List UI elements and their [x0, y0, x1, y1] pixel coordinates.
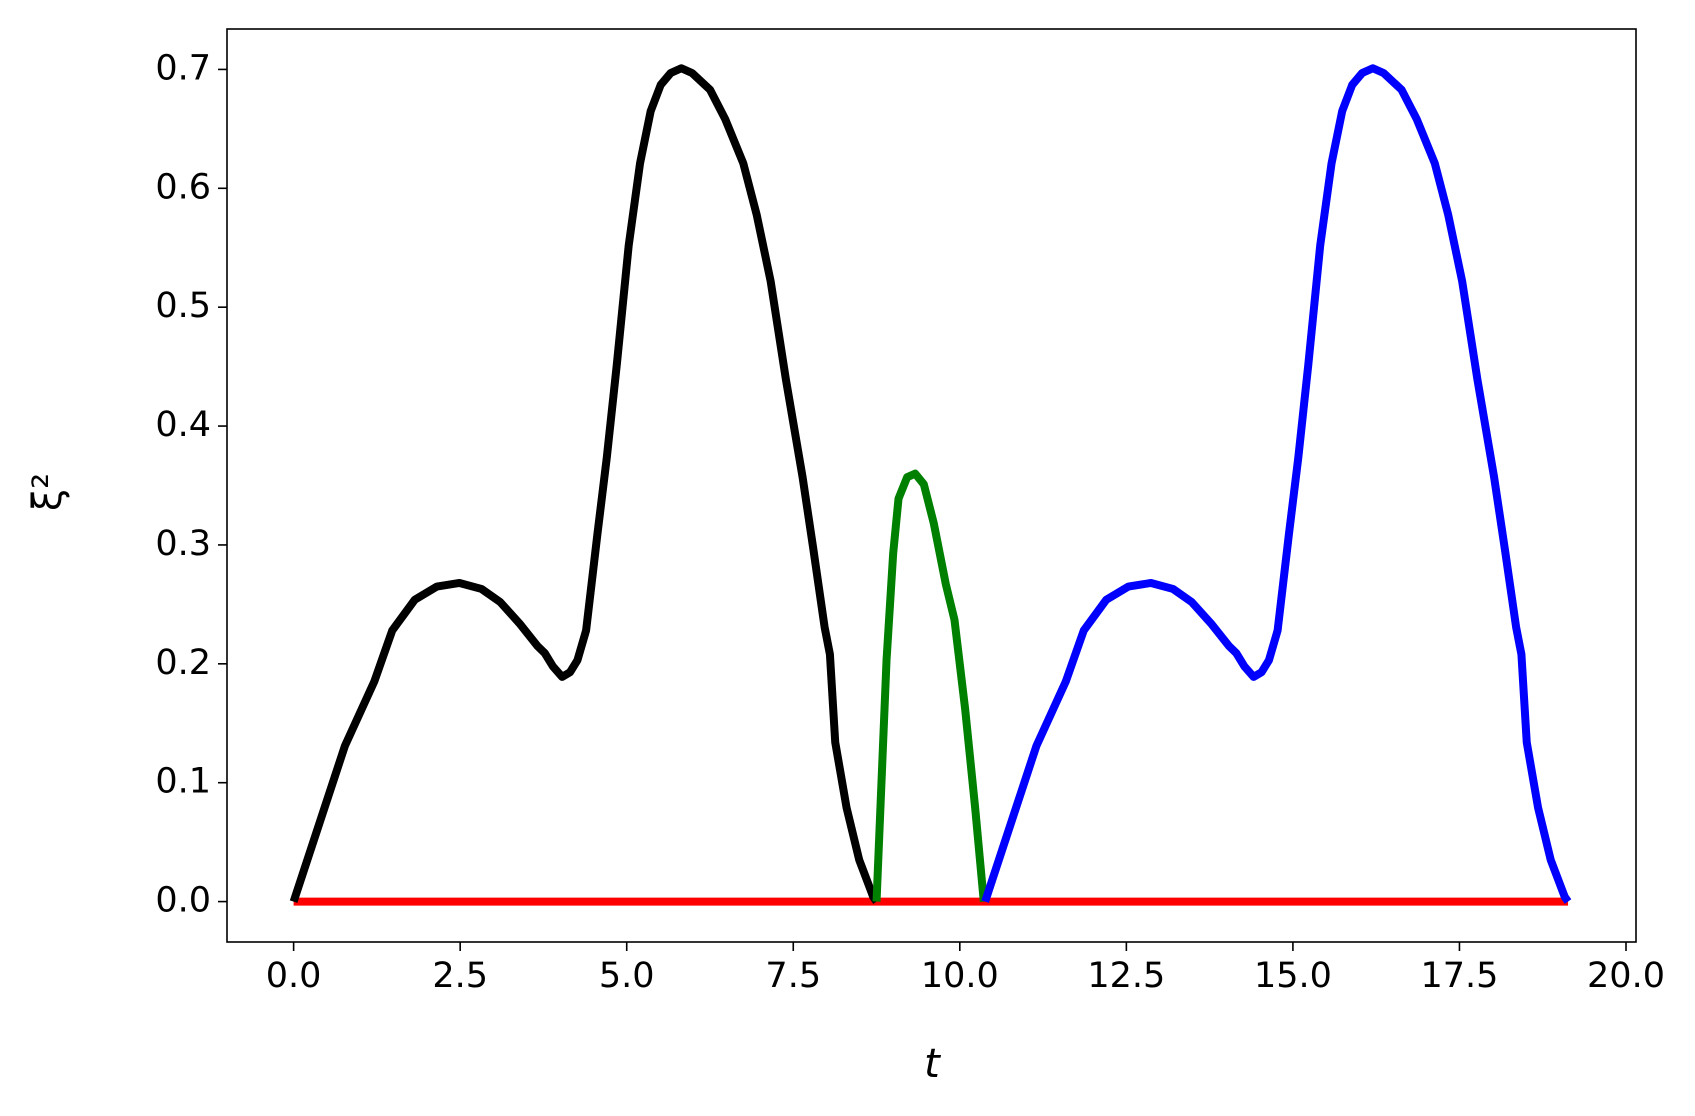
- x-tick-label: 5.0: [599, 956, 655, 996]
- series-line: [872, 469, 988, 902]
- y-tick-label: 0.2: [155, 643, 211, 683]
- series-line: [289, 64, 880, 904]
- x-tick-label: 7.5: [765, 956, 821, 996]
- x-tick-label: 17.5: [1420, 956, 1498, 996]
- y-tick-label: 0.7: [155, 48, 211, 88]
- x-axis-label: t: [924, 1041, 941, 1087]
- y-tick-label: 0.3: [155, 524, 211, 564]
- x-tick-label: 15.0: [1254, 956, 1332, 996]
- y-tick-label: 0.6: [155, 167, 211, 207]
- series-line: [981, 64, 1572, 904]
- x-tick-label: 2.5: [432, 956, 488, 996]
- x-tick-label: 20.0: [1587, 956, 1665, 996]
- y-tick-label: 0.5: [155, 286, 211, 326]
- x-tick-label: 10.0: [921, 956, 999, 996]
- x-tick-label: 12.5: [1087, 956, 1165, 996]
- plot-frame: [226, 28, 1637, 943]
- y-tick-label: 0.4: [155, 405, 211, 445]
- y-tick-label: 0.0: [155, 881, 211, 921]
- y-tick-label: 0.1: [155, 762, 211, 802]
- y-axis-label: ξ²: [25, 473, 71, 511]
- x-tick-label: 0.0: [266, 956, 322, 996]
